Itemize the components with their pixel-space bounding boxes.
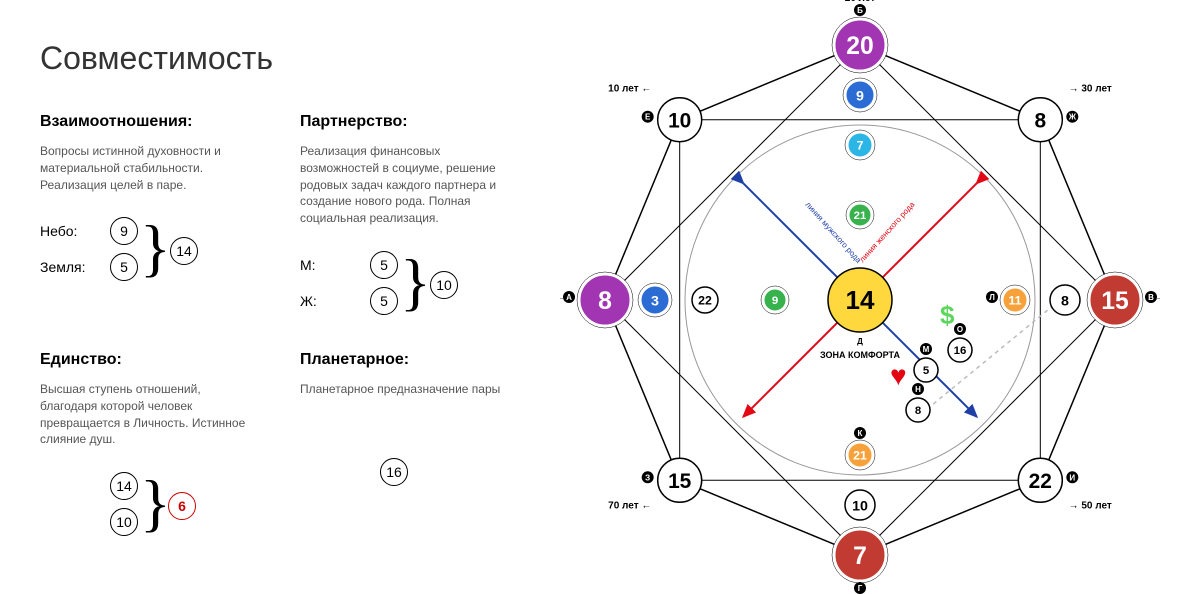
svg-text:Ж: Ж <box>1068 113 1077 122</box>
svg-text:Л: Л <box>989 293 995 302</box>
svg-text:9: 9 <box>856 88 864 104</box>
partnership-heading: Партнерство: <box>300 113 520 131</box>
svg-text:Б: Б <box>857 6 863 15</box>
svg-text:Г: Г <box>858 584 863 593</box>
svg-text:20: 20 <box>846 33 873 60</box>
svg-text:21: 21 <box>853 449 867 463</box>
page-title: Совместимость <box>40 40 520 77</box>
svg-text:10: 10 <box>852 498 868 514</box>
svg-text:О: О <box>957 325 963 334</box>
unity-heading: Единство: <box>40 351 260 369</box>
relations-values: Небо: Земля: 9 5 } 14 <box>40 213 260 293</box>
svg-text:15: 15 <box>1101 288 1129 315</box>
svg-text:7: 7 <box>853 543 867 570</box>
svg-text:16: 16 <box>954 345 967 357</box>
matrix-svg: линия мужского родалиния женского рода14… <box>560 0 1160 594</box>
svg-text:Е: Е <box>645 113 651 122</box>
relations-heading: Взаимоотношения: <box>40 113 260 131</box>
svg-text:15: 15 <box>668 470 692 493</box>
heart-icon: ♥ <box>890 360 907 392</box>
svg-text:В: В <box>1148 293 1154 302</box>
svg-text:8: 8 <box>1034 109 1046 132</box>
svg-text:Д: Д <box>857 337 863 346</box>
svg-text:К: К <box>858 429 863 438</box>
svg-text:14: 14 <box>846 285 875 315</box>
svg-text:70 лет ←: 70 лет ← <box>608 501 651 512</box>
svg-text:→ 40 лет: → 40 лет <box>1155 292 1160 303</box>
relations-body: Вопросы истинной духовности и материальн… <box>40 143 260 193</box>
unity-section: Единство: Высшая ступень отношений, благ… <box>40 351 260 548</box>
unity-body: Высшая ступень отношений, благодаря кото… <box>40 381 260 448</box>
svg-text:8: 8 <box>1061 293 1069 309</box>
partnership-body: Реализация финансовых возможностей в соц… <box>300 143 520 227</box>
planetary-value: 16 <box>380 458 408 486</box>
svg-text:10 лет ←: 10 лет ← <box>608 83 651 94</box>
left-panel: Совместимость Взаимоотношения: Вопросы и… <box>40 40 520 548</box>
svg-text:ЗОНА КОМФОРТА: ЗОНА КОМФОРТА <box>820 350 901 360</box>
svg-text:20 лет: 20 лет <box>845 0 876 4</box>
svg-text:8: 8 <box>915 405 921 417</box>
svg-text:21: 21 <box>854 210 867 222</box>
unity-values: 14 10 } 6 <box>40 468 260 548</box>
relations-section: Взаимоотношения: Вопросы истинной духовн… <box>40 113 260 327</box>
svg-text:0 лет ←: 0 лет ← <box>560 292 565 303</box>
partnership-section: Партнерство: Реализация финансовых возмо… <box>300 113 520 327</box>
svg-text:5: 5 <box>923 365 930 377</box>
svg-text:9: 9 <box>772 295 778 307</box>
svg-text:7: 7 <box>857 139 864 153</box>
svg-text:10: 10 <box>668 109 691 132</box>
dollar-icon: $ <box>940 300 954 331</box>
svg-text:→ 50 лет: → 50 лет <box>1069 501 1112 512</box>
svg-text:3: 3 <box>651 293 659 309</box>
svg-text:Н: Н <box>915 385 921 394</box>
svg-text:8: 8 <box>598 288 612 315</box>
matrix-chart: линия мужского родалиния женского рода14… <box>560 0 1160 594</box>
svg-text:→ 30 лет: → 30 лет <box>1069 83 1112 94</box>
svg-text:И: И <box>1069 473 1075 482</box>
svg-text:22: 22 <box>1029 470 1052 493</box>
svg-text:11: 11 <box>1008 294 1021 308</box>
svg-text:А: А <box>566 293 572 302</box>
planetary-section: Планетарное: Планетарное предназначение … <box>300 351 520 548</box>
planetary-heading: Планетарное: <box>300 351 520 369</box>
planetary-body: Планетарное предназначение пары <box>300 381 520 398</box>
svg-text:М: М <box>923 345 930 354</box>
svg-text:22: 22 <box>698 294 712 308</box>
partnership-values: М: Ж: 5 5 } 10 <box>300 247 520 327</box>
svg-text:З: З <box>645 473 650 482</box>
